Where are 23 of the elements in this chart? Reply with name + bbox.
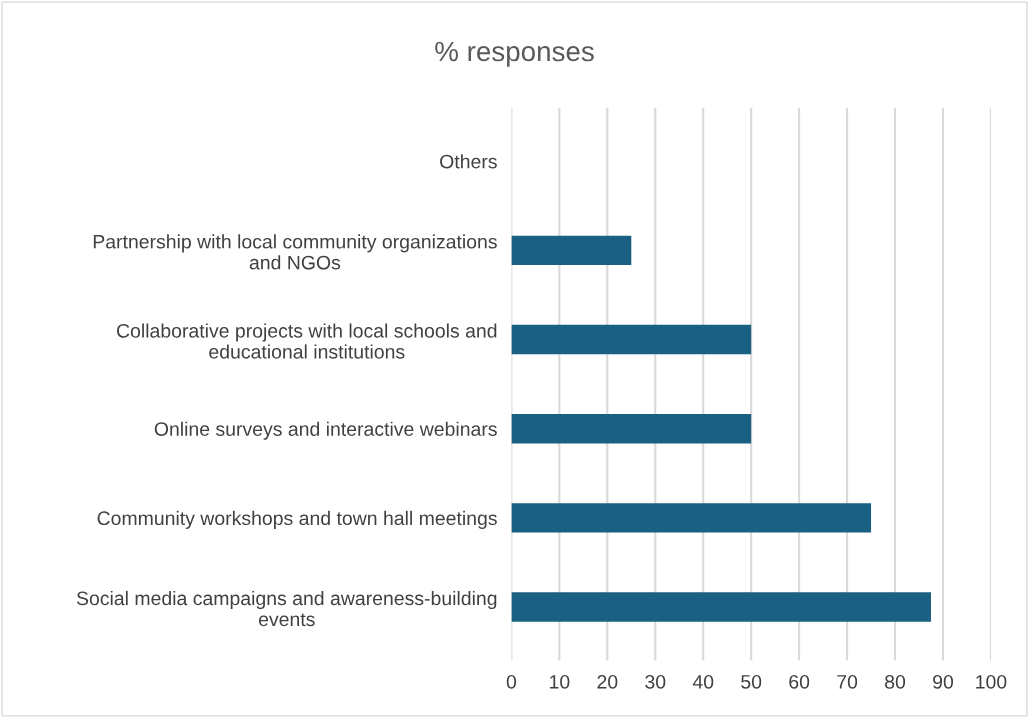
x-tick-label: 80 — [885, 674, 906, 689]
chart-title: % responses — [435, 41, 594, 67]
x-tick-label: 30 — [645, 674, 666, 689]
bar — [511, 592, 931, 622]
x-tick-label: 20 — [597, 674, 618, 689]
y-tick-label: Social media campaigns and awareness-building events — [76, 590, 497, 627]
y-tick-label: Community workshops and town hall meetings — [97, 510, 497, 529]
y-tick-label: Online surveys and interactive webinars — [154, 421, 497, 440]
y-tick-label: Partnership with local community organizations and NGOs — [93, 234, 497, 270]
bar — [511, 324, 752, 355]
x-tick-label: 40 — [692, 674, 714, 689]
x-tick-label: 10 — [550, 674, 570, 689]
x-tick-label: 70 — [837, 674, 858, 689]
x-tick-label: 100 — [976, 674, 1007, 689]
x-tick-label: 90 — [933, 674, 954, 689]
y-tick-label: Others — [440, 154, 497, 169]
x-tick-label: 60 — [789, 674, 810, 689]
x-tick-label: 50 — [741, 674, 762, 689]
bar — [511, 235, 632, 266]
x-tick-label: 0 — [506, 674, 517, 689]
bar — [511, 414, 752, 444]
bar — [511, 503, 872, 533]
y-tick-label: Collaborative projects with local schools and educational institutions — [117, 323, 497, 359]
